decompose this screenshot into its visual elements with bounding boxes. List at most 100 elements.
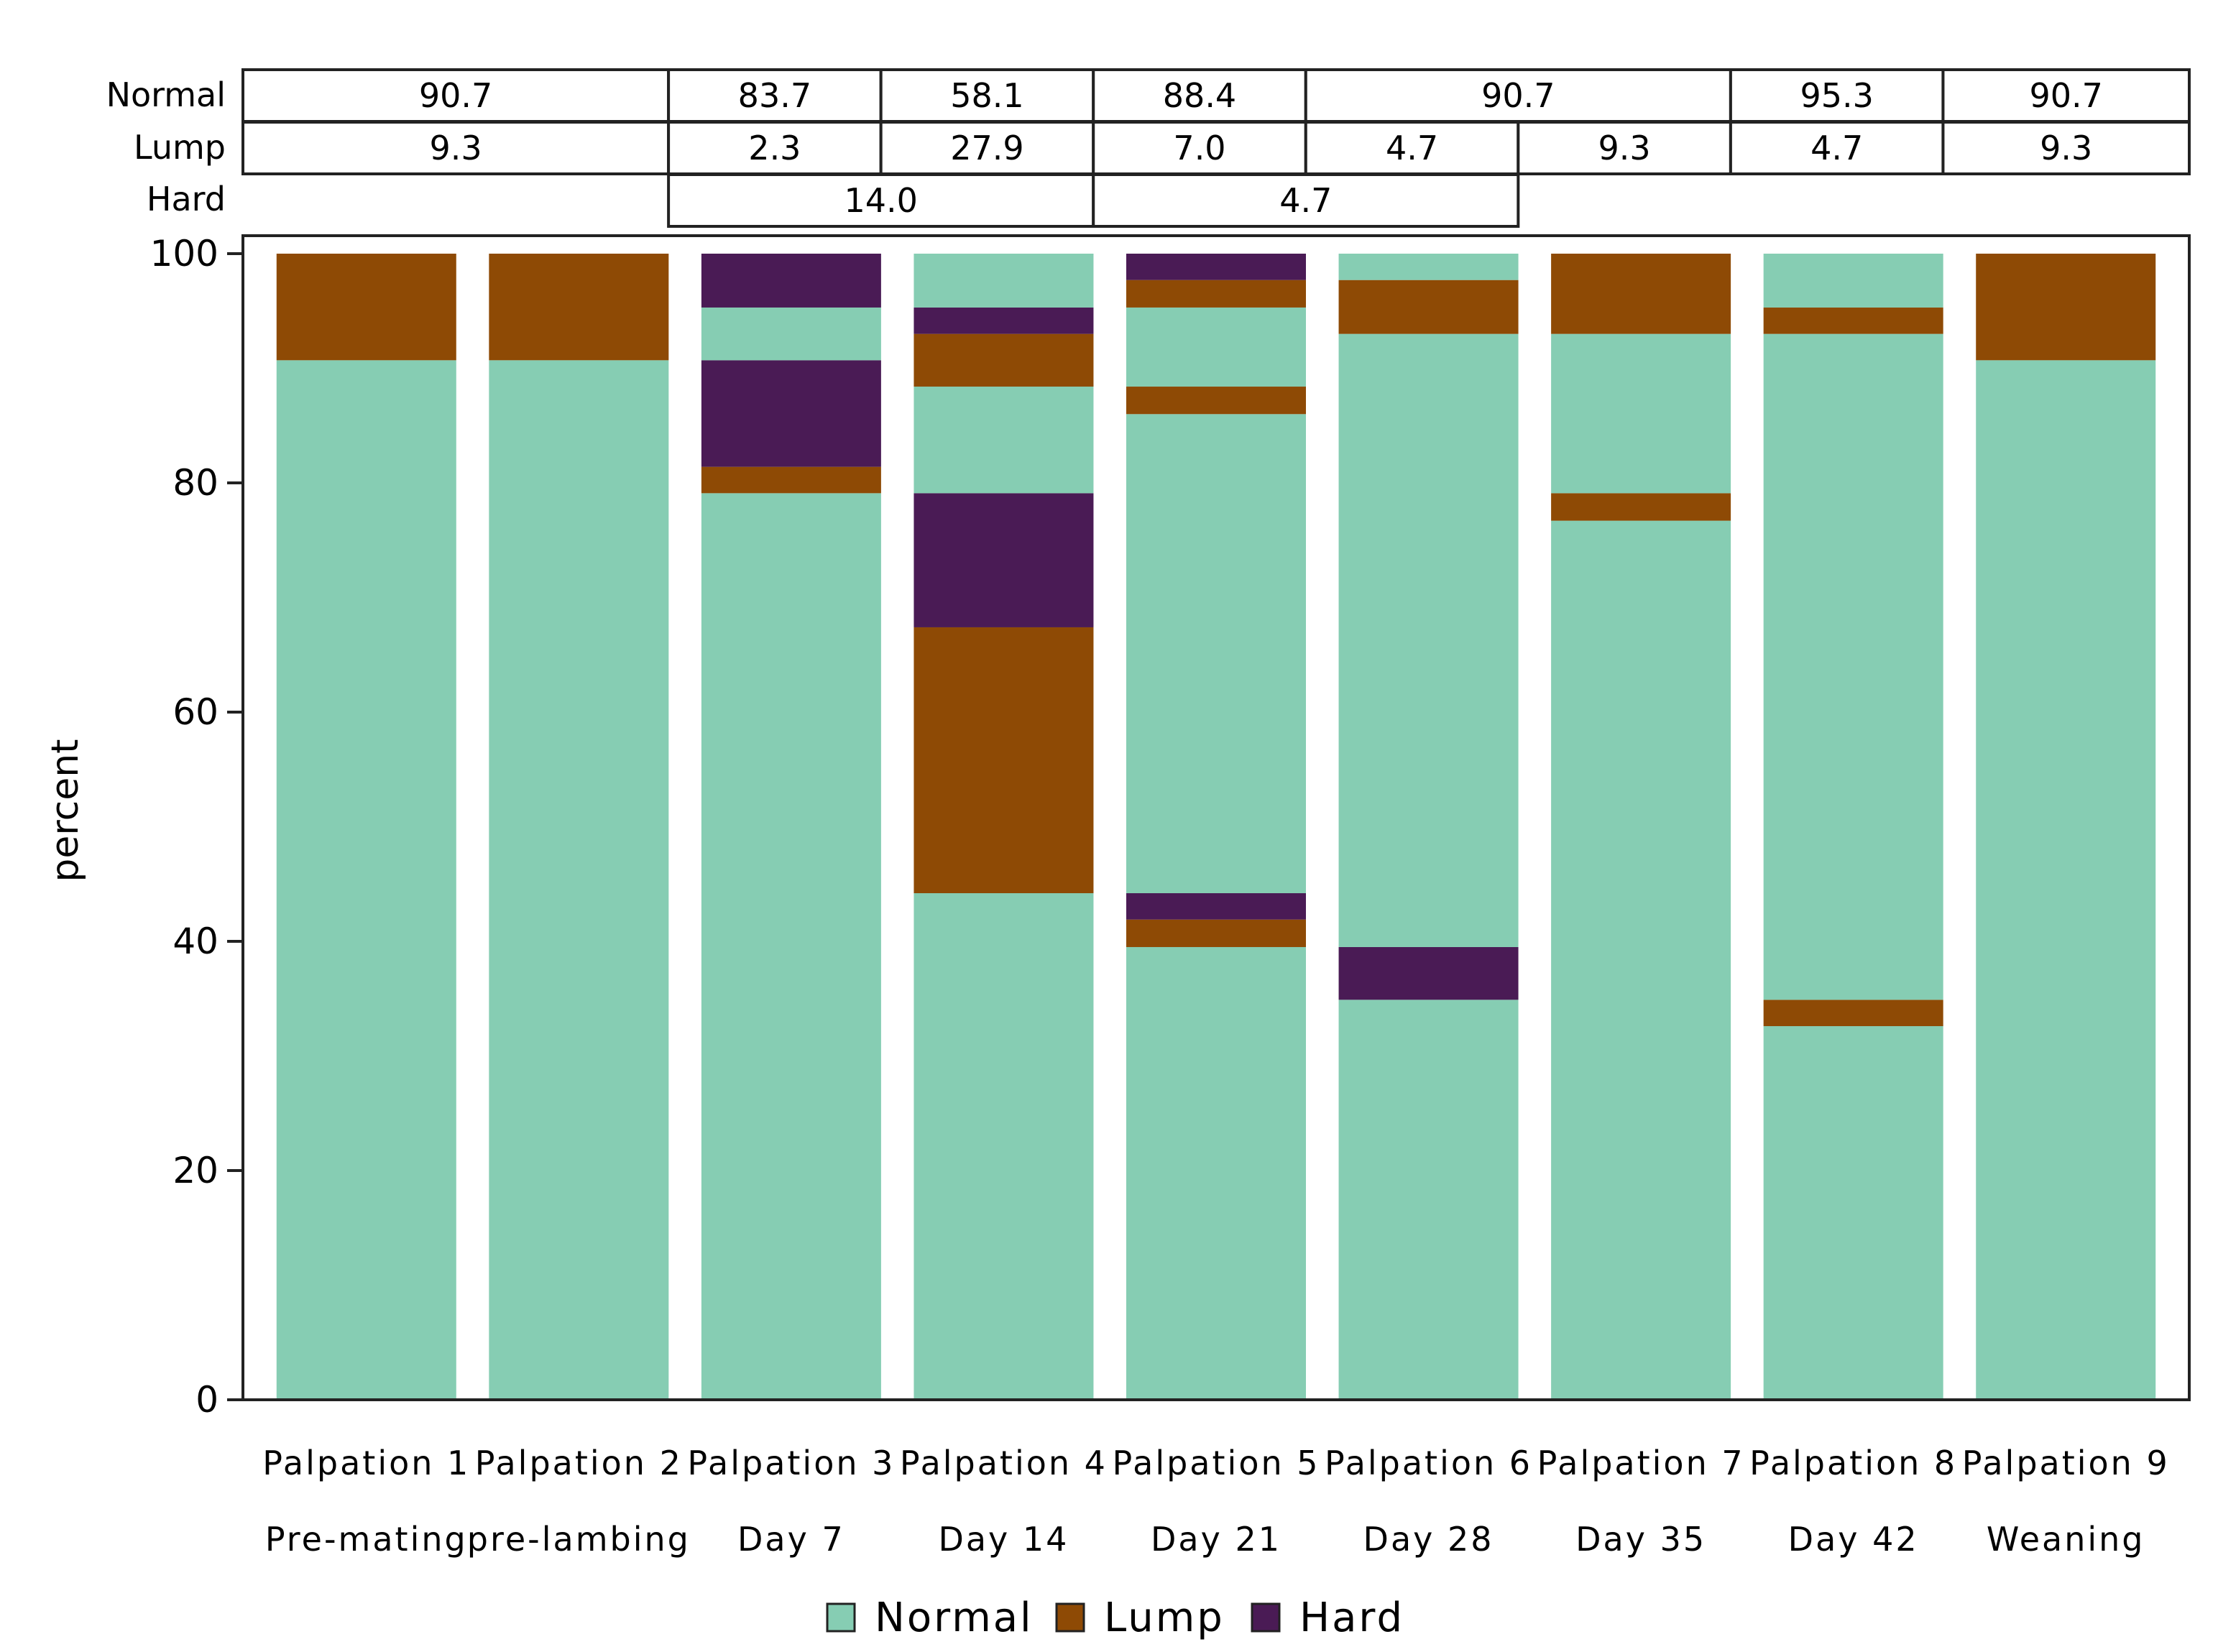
- bar-segment-5-7-lump: [1126, 280, 1306, 308]
- y-tick-label-20: 20: [172, 1150, 218, 1191]
- table-cell-normal-1: [241, 68, 671, 123]
- table-value-lump-4: 7.0: [1173, 129, 1225, 167]
- bar-segment-7-1-normal: [1551, 520, 1731, 1400]
- table-cell-normal-6: [1729, 68, 1945, 123]
- bar-segment-4-5-lump: [914, 333, 1094, 387]
- bar-segment-7-4-lump: [1551, 254, 1731, 334]
- x-category-sublabel-7: Day 35: [1575, 1520, 1706, 1559]
- bar-segment-1-2-lump: [276, 254, 456, 361]
- x-category-label-6: Palpation 6: [1325, 1444, 1532, 1482]
- x-category-sublabel-1: Pre-mating: [265, 1520, 468, 1559]
- bar-segment-5-8-hard: [1126, 254, 1306, 280]
- bar-segment-8-1-normal: [1763, 1026, 1943, 1400]
- bar-segment-3-4-normal: [701, 307, 881, 361]
- table-cell-normal-4: [1092, 68, 1307, 123]
- bar-segment-6-4-lump: [1338, 280, 1519, 334]
- plot-area: [241, 234, 2191, 1401]
- bar-segment-6-3-normal: [1338, 333, 1519, 947]
- plot-frame: [241, 234, 2191, 1401]
- bar-segment-3-5-hard: [701, 254, 881, 308]
- bar-segment-7-2-lump: [1551, 493, 1731, 521]
- table-value-lump-6: 9.3: [1598, 129, 1651, 167]
- x-category-label-3: Palpation 3: [687, 1444, 895, 1482]
- table-cell-lump-4: [1092, 121, 1307, 175]
- bar-segment-2-2-lump: [489, 254, 669, 361]
- table-row-label-lump: Lump: [134, 128, 226, 167]
- bar-segment-8-3-normal: [1763, 333, 1943, 1000]
- legend-label-hard: Hard: [1299, 1595, 1404, 1641]
- table-value-lump-2: 2.3: [748, 129, 801, 167]
- table-cell-lump-6: [1517, 121, 1732, 175]
- table-cell-lump-7: [1729, 121, 1945, 175]
- table-row-label-hard: Hard: [147, 180, 226, 218]
- table-cell-hard-1: [667, 173, 1095, 228]
- bar-segment-8-4-lump: [1763, 307, 1943, 334]
- table-value-normal-5: 90.7: [1481, 76, 1555, 115]
- y-tick-label-100: 100: [150, 233, 218, 274]
- legend: Normal Lump Hard: [826, 1595, 1404, 1641]
- bar-segment-6-1-normal: [1338, 1000, 1519, 1400]
- bar-segment-6-2-hard: [1338, 946, 1519, 1000]
- bar-segment-3-2-lump: [701, 466, 881, 494]
- bar-segment-3-1-normal: [701, 493, 881, 1400]
- y-tick-label-80: 80: [172, 462, 218, 504]
- bar-segment-4-2-lump: [914, 627, 1094, 894]
- table-value-hard-1: 14.0: [844, 181, 917, 220]
- x-category-label-4: Palpation 4: [900, 1444, 1108, 1482]
- bar-segment-4-3-hard: [914, 493, 1094, 627]
- x-category-label-7: Palpation 7: [1537, 1444, 1745, 1482]
- table-value-lump-5: 4.7: [1386, 129, 1438, 167]
- x-category-label-5: Palpation 5: [1112, 1444, 1320, 1482]
- table-value-hard-2: 4.7: [1279, 181, 1332, 220]
- table-value-normal-3: 58.1: [950, 76, 1023, 115]
- y-tick-label-0: 0: [195, 1379, 218, 1421]
- legend-swatch-lump: [1055, 1602, 1085, 1633]
- table-value-normal-1: 90.7: [419, 76, 492, 115]
- bar-segment-3-3-hard: [701, 360, 881, 467]
- bar-segment-5-3-hard: [1126, 893, 1306, 920]
- table-cell-normal-7: [1941, 68, 2191, 123]
- data-table: 90.7 83.7 58.1 88.4 90.7 95.3 90.7 9.3 2.3 27.9 7.…: [106, 68, 2191, 228]
- bar-segment-5-6-normal: [1126, 307, 1306, 387]
- bar-segment-8-5-normal: [1763, 254, 1943, 308]
- bar-segment-5-4-normal: [1126, 414, 1306, 894]
- y-axis-title: percent: [44, 739, 87, 882]
- table-value-lump-7: 4.7: [1810, 129, 1863, 167]
- bar-segment-8-2-lump: [1763, 1000, 1943, 1027]
- table-value-lump-8: 9.3: [2040, 129, 2092, 167]
- bar-segment-7-3-normal: [1551, 333, 1731, 494]
- bar-segment-6-5-normal: [1338, 254, 1519, 280]
- bar-segment-4-6-hard: [914, 307, 1094, 334]
- x-category-label-9: Palpation 9: [1962, 1444, 2170, 1482]
- x-category-label-2: Palpation 2: [475, 1444, 683, 1482]
- x-category-label-1: Palpation 1: [262, 1444, 470, 1482]
- bar-segment-4-4-normal: [914, 387, 1094, 494]
- x-category-sublabel-3: Day 7: [737, 1520, 845, 1559]
- x-category-sublabel-8: Day 42: [1788, 1520, 1919, 1559]
- bar-segment-1-1-normal: [276, 360, 456, 1400]
- table-cell-lump-5: [1304, 121, 1520, 175]
- bar-segment-9-1-normal: [1976, 360, 2156, 1400]
- legend-swatch-normal: [826, 1602, 856, 1633]
- y-tick-label-40: 40: [172, 920, 218, 962]
- y-axis: 0 20 40 60 80 100 percent: [44, 233, 243, 1421]
- y-tick-label-60: 60: [172, 691, 218, 733]
- legend-swatch-hard: [1251, 1602, 1281, 1633]
- table-value-normal-4: 88.4: [1163, 76, 1236, 115]
- bar-segment-2-1-normal: [489, 360, 669, 1400]
- table-cell-lump-1: [241, 121, 671, 175]
- bar-segment-5-5-lump: [1126, 387, 1306, 415]
- table-cell-hard-2: [1092, 173, 1520, 228]
- x-category-label-8: Palpation 8: [1749, 1444, 1957, 1482]
- table-cell-lump-2: [667, 121, 883, 175]
- x-category-sublabel-4: Day 14: [938, 1520, 1069, 1559]
- table-value-lump-3: 27.9: [950, 129, 1023, 167]
- bar-segment-4-7-normal: [914, 254, 1094, 308]
- table-row-label-normal: Normal: [106, 75, 226, 114]
- x-category-sublabel-5: Day 21: [1151, 1520, 1281, 1559]
- table-value-normal-6: 95.3: [1800, 76, 1873, 115]
- table-value-lump-1: 9.3: [429, 129, 482, 167]
- x-category-sublabel-2: pre-lambing: [467, 1520, 691, 1559]
